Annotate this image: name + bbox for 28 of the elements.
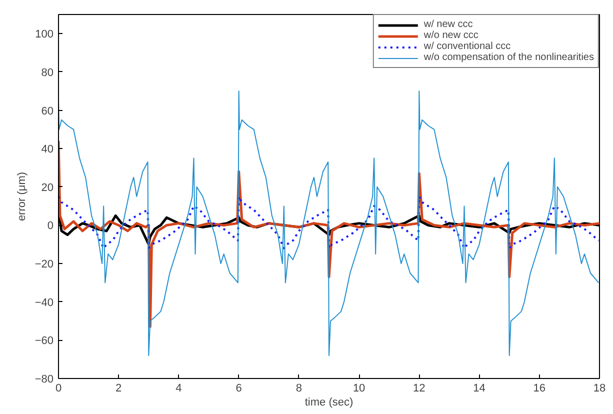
y-tick-label: 20 bbox=[41, 182, 54, 194]
y-axis-title: error (μm) bbox=[16, 172, 28, 222]
x-tick-label: 10 bbox=[352, 382, 366, 394]
x-tick-label: 6 bbox=[236, 382, 242, 394]
x-tick-label: 4 bbox=[176, 382, 182, 394]
y-tick-label: 0 bbox=[47, 220, 54, 232]
legend-label: w/o compensation of the nonlinearities bbox=[424, 52, 594, 63]
y-tick-label: 80 bbox=[41, 66, 54, 79]
legend-label: w/ conventional ccc bbox=[424, 41, 511, 52]
x-tick-label: 12 bbox=[413, 382, 426, 394]
legend-label: w/ new ccc bbox=[424, 19, 473, 30]
x-tick-label: 18 bbox=[593, 382, 606, 394]
x-tick-label: 2 bbox=[116, 382, 122, 394]
y-tick-label: −60 bbox=[34, 335, 54, 348]
y-tick-label: −80 bbox=[34, 374, 54, 386]
y-tick-label: −40 bbox=[34, 296, 54, 309]
x-tick-label: 14 bbox=[473, 382, 486, 394]
y-tick-label: 100 bbox=[35, 28, 54, 41]
x-tick-label: 0 bbox=[55, 382, 62, 394]
y-tick-label: −20 bbox=[34, 258, 54, 271]
line-series bbox=[58, 90, 600, 356]
y-tick-label: 60 bbox=[41, 105, 54, 118]
legend-label: w/o new ccc bbox=[424, 30, 478, 41]
x-tick-label: 16 bbox=[533, 382, 546, 394]
x-tick-label: 8 bbox=[296, 382, 302, 394]
x-axis-title: time (sec) bbox=[304, 396, 354, 408]
y-tick-label: 40 bbox=[41, 144, 54, 156]
line-series bbox=[58, 196, 600, 250]
